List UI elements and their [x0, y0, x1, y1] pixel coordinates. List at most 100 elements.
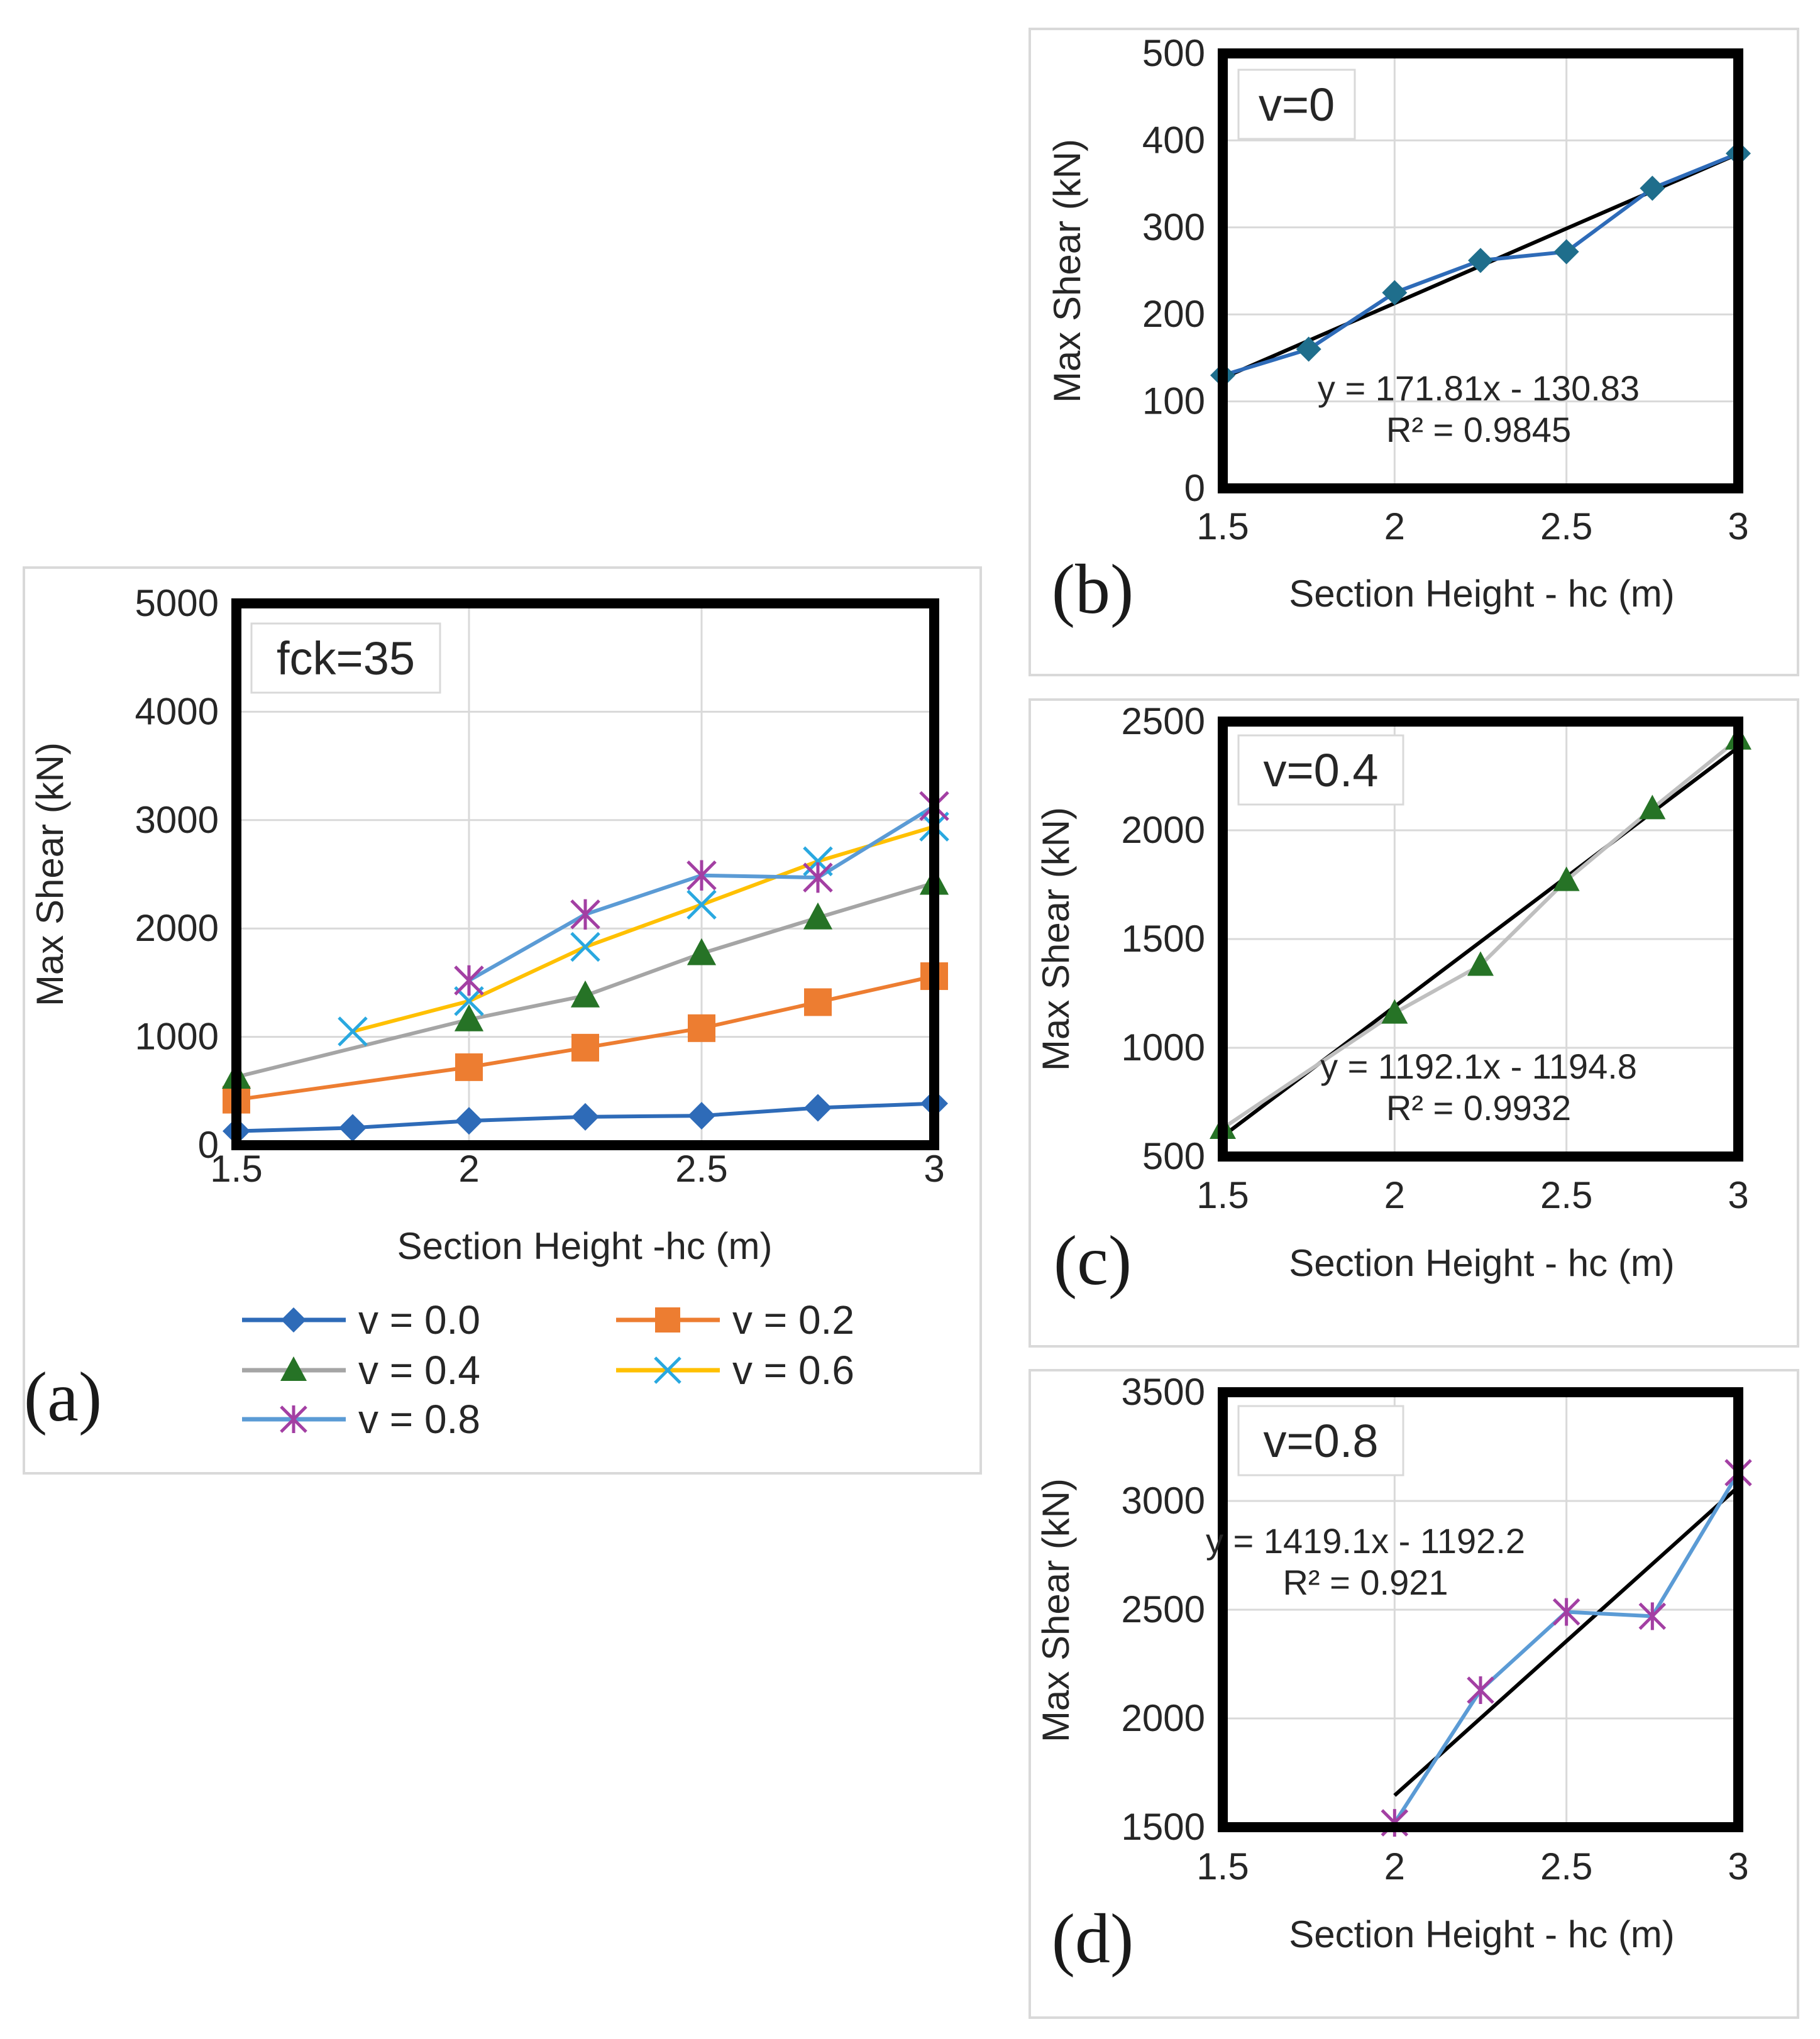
annotation-box: [250, 622, 441, 694]
y-axis-title: Max Shear (kN): [29, 742, 71, 1006]
data-point: [570, 899, 600, 930]
data-point: [688, 1102, 715, 1130]
panel-d: 1500 2000 2500 3000 3500 1.5 2 2.5 3 Section Heig…: [1029, 1369, 1799, 2019]
x-axis-title: Section Height - hc (m): [1289, 1242, 1675, 1284]
x-tick-label: 2: [1384, 1174, 1405, 1216]
data-point: [1468, 248, 1493, 273]
legend-swatch-marker: [280, 1405, 307, 1433]
y-tick-label: 5000: [135, 582, 219, 624]
x-tick-label: 3: [1728, 1845, 1748, 1888]
plot-border: [231, 598, 939, 1150]
x-tick-label: 2.5: [1540, 1174, 1592, 1216]
data-point: [1382, 280, 1408, 305]
panel-frame: [1029, 1369, 1799, 2019]
panel-label: (c): [1054, 1222, 1132, 1300]
panel-label: (d): [1052, 1900, 1134, 1978]
panel-frame: [1029, 28, 1799, 676]
legend-swatch-marker: [281, 1307, 306, 1333]
data-point: [687, 889, 717, 920]
y-tick-label: 3500: [1122, 1371, 1205, 1413]
r-squared-label: R² = 0.921: [1282, 1563, 1448, 1602]
y-tick-label: 0: [1184, 467, 1205, 509]
y-tick-label: 200: [1142, 293, 1205, 335]
data-point: [687, 938, 717, 965]
series-line-3: [236, 881, 935, 1079]
y-tick-label: 2000: [135, 907, 219, 949]
y-tick-label: 1500: [1122, 1806, 1205, 1848]
data-point: [571, 1102, 599, 1131]
data-point: [454, 1004, 484, 1031]
plot-border: [1218, 48, 1743, 493]
r-squared-label: R² = 0.9845: [1386, 410, 1571, 449]
x-tick-label: 1.5: [210, 1148, 262, 1190]
x-tick-label: 1.5: [1196, 1845, 1249, 1888]
data-point: [687, 860, 717, 891]
panel-label: (b): [1052, 551, 1134, 629]
y-axis-title: Max Shear (kN): [1035, 1478, 1077, 1742]
data-point: [803, 902, 833, 930]
data-point: [455, 1107, 483, 1135]
x-tick-label: 3: [924, 1148, 944, 1190]
legend-item: v = 0.6: [616, 1348, 854, 1393]
x-tick-label: 2: [458, 1148, 479, 1190]
y-tick-label: 300: [1142, 206, 1205, 248]
y-tick-label: 400: [1142, 119, 1205, 161]
y-tick-label: 1000: [135, 1016, 219, 1058]
legend-swatch-marker: [280, 1356, 307, 1381]
legend: v = 0.0 v = 0.2 v = 0.4 v = 0.6 v = 0.8: [242, 1297, 854, 1442]
legend-item: v = 0.2: [616, 1297, 854, 1343]
plot-border: [1218, 1387, 1743, 1832]
annotation-label: v=0.4: [1263, 744, 1378, 796]
panel-frame: [1029, 698, 1799, 1348]
y-tick-label: 4000: [135, 690, 219, 732]
y-axis-title: Max Shear (kN): [1046, 139, 1088, 403]
legend-label: v = 0.2: [732, 1297, 854, 1343]
series-line-1: [1222, 737, 1740, 1130]
annotation-box: [1237, 734, 1404, 806]
y-tick-label: 2000: [1122, 1697, 1205, 1739]
panel-label: (a): [24, 1358, 102, 1436]
plot-border: [1218, 717, 1743, 1162]
x-axis-title: Section Height -hc (m): [397, 1225, 773, 1267]
data-point: [804, 988, 832, 1016]
regression-equation: y = 1192.1x - 1194.8: [1320, 1047, 1637, 1086]
trendline: [1393, 1485, 1740, 1797]
x-tick-label: 3: [1728, 1174, 1748, 1216]
annotation-label: v=0: [1259, 79, 1335, 131]
y-axis-title: Max Shear (kN): [1035, 807, 1077, 1071]
legend-swatch-marker: [654, 1356, 681, 1384]
panel-a: 0 1000 2000 3000 4000 5000 1.5 2 2.5 3 Section Hei…: [23, 566, 982, 1475]
x-tick-label: 2: [1384, 1845, 1405, 1888]
y-tick-label: 3000: [1122, 1480, 1205, 1522]
panel-c: 500 1000 1500 2000 2500 1.5 2 2.5 3 Section Heigh…: [1029, 698, 1799, 1348]
data-point: [571, 1033, 599, 1062]
x-tick-label: 2.5: [675, 1148, 727, 1190]
legend-item: v = 0.4: [242, 1348, 480, 1393]
data-point: [1553, 866, 1580, 891]
data-point: [1638, 1602, 1667, 1630]
data-point: [455, 1053, 483, 1081]
regression-equation: y = 1419.1x - 1192.2: [1206, 1521, 1525, 1561]
x-axis-title: Section Height - hc (m): [1289, 1913, 1675, 1955]
legend-label: v = 0.8: [358, 1397, 480, 1442]
annotation-label: fck=35: [277, 632, 415, 684]
legend-item: v = 0.0: [242, 1297, 480, 1343]
data-point: [1553, 239, 1579, 265]
y-tick-label: 0: [198, 1124, 219, 1166]
r-squared-label: R² = 0.9932: [1386, 1088, 1571, 1128]
y-tick-label: 2000: [1122, 809, 1205, 851]
data-point: [1381, 999, 1408, 1024]
legend-item: v = 0.8: [242, 1397, 480, 1442]
legend-label: v = 0.4: [358, 1348, 480, 1393]
legend-label: v = 0.6: [732, 1348, 854, 1393]
legend-label: v = 0.0: [358, 1297, 480, 1343]
data-point: [803, 862, 833, 893]
data-point: [338, 1016, 368, 1047]
data-point: [1552, 1598, 1580, 1626]
y-tick-label: 1500: [1122, 918, 1205, 960]
data-point: [339, 1114, 367, 1142]
data-point: [1640, 175, 1665, 201]
x-tick-label: 2: [1384, 505, 1405, 547]
panel-frame: [23, 566, 982, 1475]
